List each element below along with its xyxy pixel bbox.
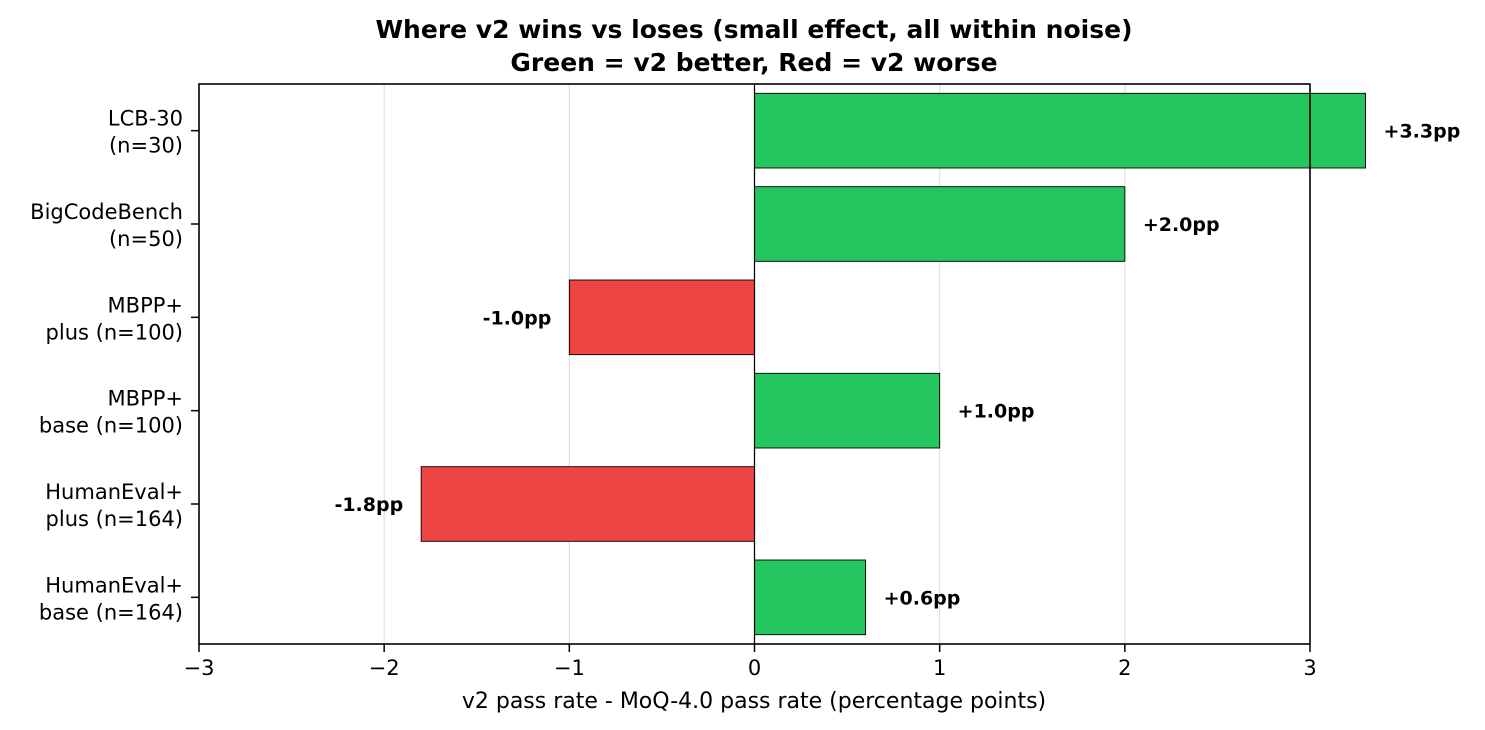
chart-subtitle: Green = v2 better, Red = v2 worse [510, 48, 997, 77]
bar [754, 559, 867, 636]
x-tick-label: −2 [369, 656, 400, 680]
y-axis-ticks: LCB-30 (n=30) BigCodeBench (n=50) MBPP+ plus … [30, 107, 199, 624]
y-tick-label: (n=30) [109, 134, 183, 158]
data-label: +2.0pp [1143, 214, 1220, 236]
x-tick-label: −3 [184, 656, 215, 680]
y-tick-label: HumanEval+ [45, 573, 183, 597]
data-label: +1.0pp [958, 401, 1035, 423]
bars [420, 92, 1366, 636]
y-tick-label: MBPP+ [108, 387, 183, 411]
data-labels: +3.3pp +2.0pp -1.0pp +1.0pp -1.8pp +0.6pp [334, 121, 1460, 610]
bar [420, 466, 755, 542]
y-tick-label: BigCodeBench [30, 200, 183, 224]
data-label: -1.0pp [483, 307, 552, 329]
x-tick-label: 0 [748, 656, 761, 680]
data-label: +0.6pp [884, 587, 961, 609]
x-tick-label: −1 [554, 656, 585, 680]
y-tick-label: base (n=100) [39, 414, 183, 438]
y-tick-label: LCB-30 [108, 107, 183, 131]
bar [754, 186, 1126, 262]
y-tick-label: MBPP+ [108, 293, 183, 317]
x-axis-label: v2 pass rate - MoQ-4.0 pass rate (percen… [462, 689, 1046, 714]
x-tick-label: 3 [1303, 656, 1316, 680]
y-tick-label: base (n=164) [39, 600, 183, 624]
bar [754, 92, 1366, 169]
x-tick-label: 1 [933, 656, 946, 680]
y-tick-label: (n=50) [109, 227, 183, 251]
data-label: -1.8pp [334, 494, 403, 516]
y-tick-label: plus (n=164) [46, 507, 183, 531]
bar [568, 279, 755, 356]
x-axis-ticks: −3 −2 −1 0 1 2 3 [184, 644, 1317, 680]
chart-title: Where v2 wins vs loses (small effect, al… [375, 15, 1132, 44]
y-tick-label: plus (n=100) [46, 320, 183, 344]
y-tick-label: HumanEval+ [45, 480, 183, 504]
x-tick-label: 2 [1118, 656, 1131, 680]
data-label: +3.3pp [1384, 121, 1461, 143]
bar [754, 372, 941, 449]
